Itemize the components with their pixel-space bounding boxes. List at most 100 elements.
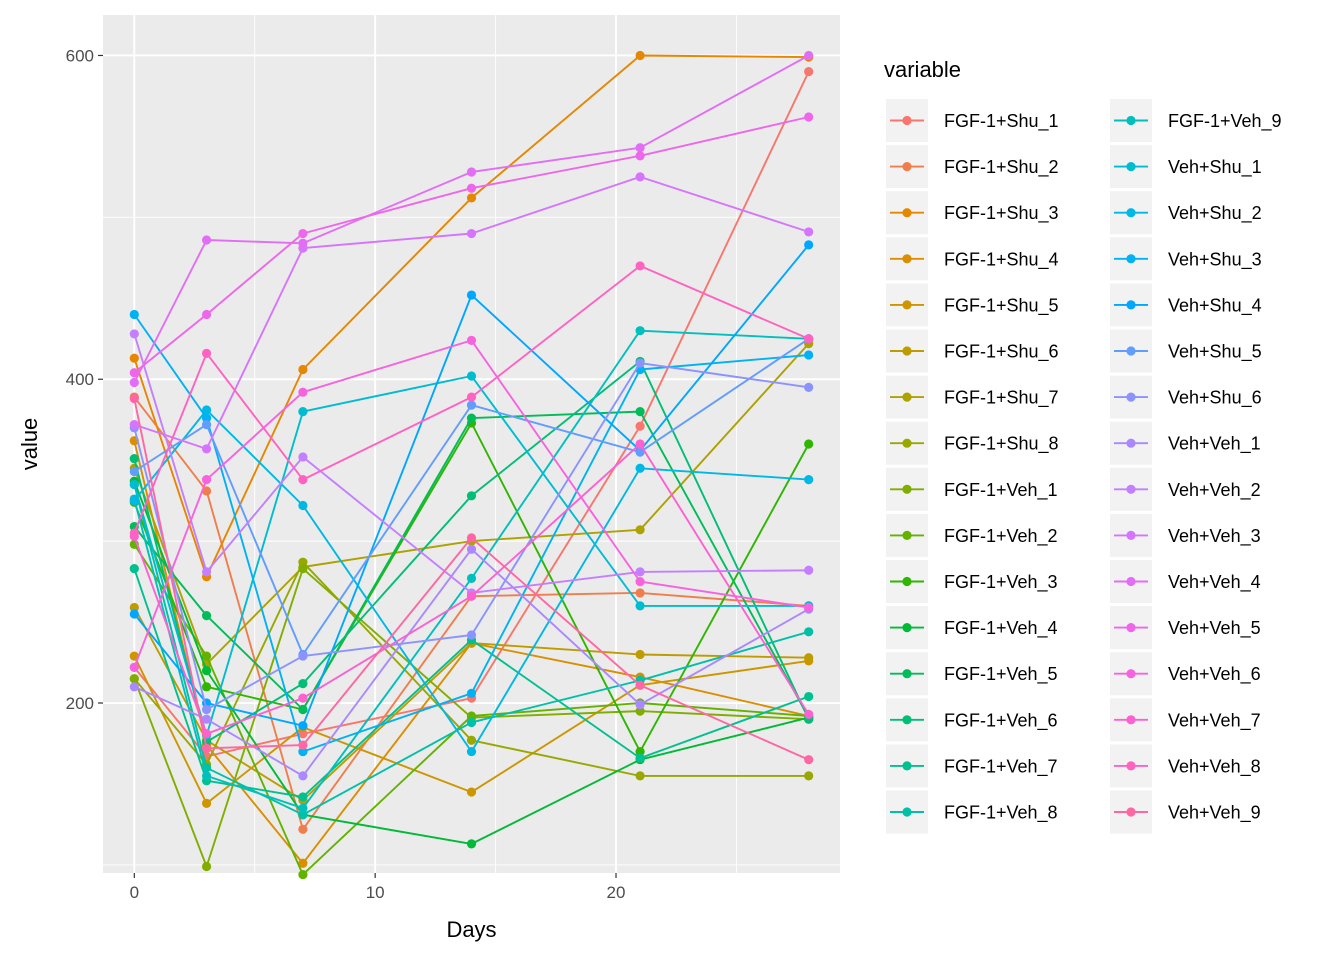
data-point xyxy=(201,419,212,430)
legend-entry: FGF-1+Veh_5 xyxy=(886,652,1058,696)
legend-label: Veh+Veh_6 xyxy=(1168,664,1261,685)
series-line xyxy=(133,338,810,656)
data-point xyxy=(129,466,139,477)
data-point xyxy=(635,50,645,61)
data-point xyxy=(635,746,645,757)
series-line xyxy=(133,333,809,594)
legend-key-point xyxy=(902,530,912,541)
data-point xyxy=(201,309,212,320)
legend-label: FGF-1+Veh_3 xyxy=(944,572,1058,593)
legend-key-point xyxy=(1126,623,1136,633)
legend-label: Veh+Veh_3 xyxy=(1168,526,1261,547)
data-point xyxy=(466,533,477,543)
data-point xyxy=(298,792,308,802)
data-point xyxy=(466,839,477,849)
data-point xyxy=(201,235,212,245)
data-point xyxy=(466,573,477,583)
data-point xyxy=(201,682,212,692)
data-point xyxy=(804,755,814,765)
legend-label: FGF-1+Shu_8 xyxy=(944,434,1059,455)
legend-entry: FGF-1+Shu_5 xyxy=(886,283,1059,327)
data-point xyxy=(466,400,477,410)
data-point xyxy=(635,700,645,710)
data-point xyxy=(466,787,477,797)
legend-key-point xyxy=(902,484,912,494)
data-point xyxy=(201,651,212,661)
legend-label: Veh+Shu_2 xyxy=(1168,203,1262,224)
legend-label: FGF-1+Veh_4 xyxy=(944,618,1058,639)
legend-entry: FGF-1+Veh_8 xyxy=(886,790,1058,834)
data-point xyxy=(804,602,814,613)
data-point xyxy=(298,810,308,820)
series-27 xyxy=(129,50,814,388)
legend-key-point xyxy=(902,115,912,126)
legend-entry: Veh+Veh_9 xyxy=(1110,790,1261,834)
data-point xyxy=(129,453,139,464)
legend-key-point xyxy=(1126,576,1136,587)
legend-label: FGF-1+Veh_6 xyxy=(944,710,1058,731)
legend-entry: FGF-1+Shu_7 xyxy=(886,375,1059,419)
data-point xyxy=(466,746,477,757)
legend-label: Veh+Shu_3 xyxy=(1168,249,1262,270)
data-point xyxy=(466,228,477,239)
data-point xyxy=(201,567,212,577)
legend-entry: FGF-1+Shu_3 xyxy=(886,191,1059,235)
legend-entry: FGF-1+Veh_4 xyxy=(886,606,1058,650)
legend-key-point xyxy=(1126,254,1136,264)
legend-entry: Veh+Shu_3 xyxy=(1110,237,1262,281)
legend-key-point xyxy=(902,254,912,264)
data-point xyxy=(129,674,139,684)
legend-entry: Veh+Veh_1 xyxy=(1110,421,1261,465)
series-layer xyxy=(129,50,814,880)
legend-label: Veh+Shu_5 xyxy=(1168,342,1262,363)
series-line xyxy=(133,175,809,450)
x-axis: 0 10 20 xyxy=(130,873,625,902)
data-point xyxy=(201,704,212,715)
data-point xyxy=(298,452,308,462)
data-point xyxy=(298,771,308,781)
data-point xyxy=(635,525,645,535)
legend-entry: Veh+Veh_2 xyxy=(1110,467,1261,511)
legend-label: FGF-1+Veh_5 xyxy=(944,664,1058,685)
series-line xyxy=(133,568,810,798)
data-point xyxy=(466,335,477,345)
data-point xyxy=(804,350,814,360)
data-point xyxy=(298,387,308,397)
data-point xyxy=(298,651,308,661)
data-point xyxy=(201,348,212,358)
legend: FGF-1+Shu_1 FGF-1+Shu_2 FGF-1+Shu_3 FGF-1+S… xyxy=(886,99,1282,834)
legend-key-point xyxy=(902,669,912,679)
data-point xyxy=(129,564,139,574)
data-point xyxy=(201,475,212,485)
legend-key-point xyxy=(1126,392,1136,402)
data-point xyxy=(635,407,645,417)
legend-key-point xyxy=(1126,761,1136,771)
series-line xyxy=(133,409,809,753)
data-point xyxy=(201,798,212,808)
data-point xyxy=(298,678,308,689)
data-point xyxy=(466,735,477,745)
data-point xyxy=(298,704,308,715)
data-point xyxy=(635,172,645,182)
legend-entry: Veh+Shu_6 xyxy=(1110,375,1262,419)
series-line xyxy=(133,54,809,578)
legend-key-point xyxy=(1126,300,1136,310)
legend-label: FGF-1+Shu_4 xyxy=(944,249,1059,270)
data-point xyxy=(298,407,308,417)
legend-label: FGF-1+Veh_2 xyxy=(944,526,1058,547)
series-line xyxy=(133,484,809,816)
data-point xyxy=(298,557,308,567)
series-line xyxy=(133,339,809,668)
data-point xyxy=(635,577,645,587)
legend-key-point xyxy=(1126,807,1136,817)
y-tick-label: 200 xyxy=(66,694,94,713)
legend-label: FGF-1+Veh_1 xyxy=(944,480,1058,501)
legend-key-point xyxy=(1126,715,1136,725)
legend-entry: FGF-1+Shu_6 xyxy=(886,329,1059,373)
data-point xyxy=(201,861,212,872)
legend-label: Veh+Veh_5 xyxy=(1168,618,1261,639)
legend-entry: FGF-1+Veh_1 xyxy=(886,467,1058,511)
data-point xyxy=(466,544,477,554)
legend-label: Veh+Shu_6 xyxy=(1168,388,1262,409)
data-point xyxy=(635,588,645,598)
